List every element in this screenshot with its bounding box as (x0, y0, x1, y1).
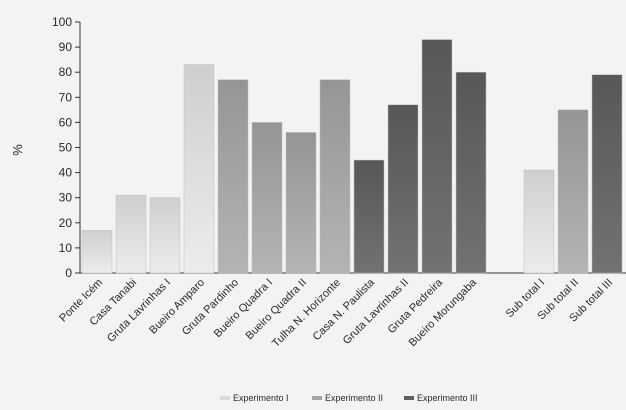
category-label: Casa N. Paulista (311, 276, 378, 343)
legend-swatch (404, 396, 414, 400)
y-tick-label: 90 (59, 40, 73, 54)
bar (557, 109, 589, 274)
bars (81, 39, 623, 274)
axes: 0 10 20 30 40 50 60 70 80 90 100 (52, 15, 626, 280)
y-tick-label: 20 (59, 216, 73, 230)
y-tick-label: 10 (59, 241, 73, 255)
legend-swatch (220, 396, 230, 400)
bar (149, 197, 181, 274)
bar (115, 194, 147, 274)
y-tick-label: 100 (52, 15, 72, 29)
y-tick-label: 50 (59, 141, 73, 155)
category-label: Bueiro Quadra II (244, 277, 310, 343)
bar (455, 71, 487, 274)
legend-label: Experimento I (233, 393, 289, 403)
bar (251, 122, 283, 274)
bar (183, 64, 215, 274)
y-axis-label: % (10, 144, 25, 156)
bar (285, 132, 317, 274)
legend: Experimento I Experimento II Experimento I… (220, 393, 478, 403)
bar (421, 39, 453, 274)
legend-label: Experimento II (325, 393, 383, 403)
y-tick-label: 80 (59, 65, 73, 79)
legend-label: Experimento III (417, 393, 478, 403)
bar (387, 104, 419, 274)
bar (591, 74, 623, 274)
category-label: Bueiro Quadra I (212, 277, 275, 340)
category-label: Gruta Lavrinhas I (105, 277, 173, 345)
bar (81, 230, 113, 274)
y-tick-label: 30 (59, 191, 73, 205)
y-tick-label: 40 (59, 166, 73, 180)
bar (217, 79, 249, 274)
bar (319, 79, 351, 274)
y-tick-label: 70 (59, 90, 73, 104)
bar (353, 159, 385, 274)
bar (523, 169, 555, 274)
legend-swatch (312, 396, 322, 400)
y-tick-label: 60 (59, 115, 73, 129)
y-tick-label: 0 (65, 266, 72, 280)
